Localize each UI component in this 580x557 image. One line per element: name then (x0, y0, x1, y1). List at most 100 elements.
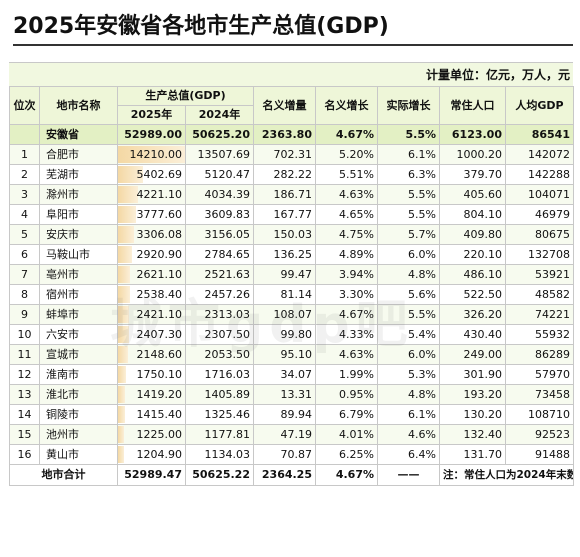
city-cell: 铜陵市 (39, 404, 118, 425)
per-capita-cell: 53921 (505, 264, 574, 285)
gdp-bar (118, 226, 134, 243)
real-growth-cell: 4.8% (377, 384, 440, 405)
city-cell: 亳州市 (39, 264, 118, 285)
province-population: 6123.00 (439, 124, 506, 145)
province-name: 安徽省 (39, 124, 118, 145)
gdp-2025-value: 2621.10 (136, 268, 183, 281)
population-cell: 131.70 (439, 444, 506, 465)
table-row: 10 六安市 2407.30 2307.50 99.80 4.33% 5.4% 430.40 5… (9, 324, 574, 345)
city-cell: 芜湖市 (39, 164, 118, 185)
unit-note: 计量单位：亿元，万人，元 (425, 68, 570, 82)
real-growth-cell: 6.0% (377, 344, 440, 365)
gdp-2025-cell: 2538.40 (117, 284, 186, 305)
gdp-2025-value: 1225.00 (136, 428, 183, 441)
gdp-2025-cell: 1419.20 (117, 384, 186, 405)
real-growth-cell: 6.3% (377, 164, 440, 185)
per-capita-cell: 108710 (505, 404, 574, 425)
nominal-increase-cell: 34.07 (253, 364, 316, 385)
gdp-2025-cell: 1204.90 (117, 444, 186, 465)
rank-cell: 3 (9, 184, 40, 205)
gdp-2025-cell: 4221.10 (117, 184, 186, 205)
total-row: 地市合计 52989.47 50625.22 2364.25 4.67% —— … (9, 464, 574, 486)
real-growth-cell: 4.8% (377, 264, 440, 285)
city-cell: 淮北市 (39, 384, 118, 405)
gdp-bar (118, 266, 131, 283)
gdp-2025-cell: 1225.00 (117, 424, 186, 445)
population-cell: 430.40 (439, 324, 506, 345)
per-capita-cell: 46979 (505, 204, 574, 225)
gdp-2025-value: 2421.10 (136, 308, 183, 321)
header-nominal-growth: 名义增长 (315, 86, 378, 125)
table-row: 12 淮南市 1750.10 1716.03 34.07 1.99% 5.3% 301.90 5… (9, 364, 574, 385)
per-capita-cell: 92523 (505, 424, 574, 445)
population-cell: 193.20 (439, 384, 506, 405)
real-growth-cell: 6.0% (377, 244, 440, 265)
gdp-2024-cell: 13507.69 (185, 144, 254, 165)
per-capita-cell: 80675 (505, 224, 574, 245)
gdp-2025-value: 5402.69 (136, 168, 183, 181)
city-cell: 淮南市 (39, 364, 118, 385)
nominal-growth-cell: 5.51% (315, 164, 378, 185)
rank-cell: 14 (9, 404, 40, 425)
table-row: 2 芜湖市 5402.69 5120.47 282.22 5.51% 6.3% 379.70 1… (9, 164, 574, 185)
province-nominal-increase: 2363.80 (253, 124, 316, 145)
gdp-bar (118, 326, 130, 343)
nominal-growth-cell: 4.67% (315, 304, 378, 325)
gdp-bar (118, 386, 125, 403)
rank-cell: 4 (9, 204, 40, 225)
gdp-2025-value: 3777.60 (136, 208, 183, 221)
header-gdp-group: 生产总值(GDP) (117, 86, 254, 106)
city-cell: 池州市 (39, 424, 118, 445)
per-capita-cell: 91488 (505, 444, 574, 465)
real-growth-cell: 5.5% (377, 204, 440, 225)
gdp-bar (118, 186, 138, 203)
header-rank: 位次 (9, 86, 40, 125)
header-gdp-2025: 2025年 (117, 105, 186, 125)
rank-cell: 9 (9, 304, 40, 325)
gdp-2025-cell: 2621.10 (117, 264, 186, 285)
nominal-increase-cell: 89.94 (253, 404, 316, 425)
city-cell: 六安市 (39, 324, 118, 345)
nominal-growth-cell: 6.25% (315, 444, 378, 465)
gdp-2024-cell: 1177.81 (185, 424, 254, 445)
header-per-capita: 人均GDP (505, 86, 574, 125)
nominal-increase-cell: 108.07 (253, 304, 316, 325)
nominal-growth-cell: 4.01% (315, 424, 378, 445)
city-cell: 马鞍山市 (39, 244, 118, 265)
total-nominal-increase: 2364.25 (253, 464, 316, 486)
population-cell: 522.50 (439, 284, 506, 305)
population-cell: 220.10 (439, 244, 506, 265)
real-growth-cell: 5.5% (377, 304, 440, 325)
gdp-bar (118, 146, 185, 163)
table-row: 16 黄山市 1204.90 1134.03 70.87 6.25% 6.4% 131.70 9… (9, 444, 574, 465)
gdp-2024-cell: 2307.50 (185, 324, 254, 345)
gdp-2025-cell: 2920.90 (117, 244, 186, 265)
real-growth-cell: 6.1% (377, 144, 440, 165)
population-cell: 130.20 (439, 404, 506, 425)
city-cell: 黄山市 (39, 444, 118, 465)
gdp-2025-cell: 14210.00 (117, 144, 186, 165)
city-cell: 安庆市 (39, 224, 118, 245)
page-title: 2025年安徽省各地市生产总值(GDP) (13, 8, 573, 46)
city-cell: 阜阳市 (39, 204, 118, 225)
rank-cell: 15 (9, 424, 40, 445)
gdp-2024-cell: 1405.89 (185, 384, 254, 405)
gdp-2024-cell: 4034.39 (185, 184, 254, 205)
rank-cell: 5 (9, 224, 40, 245)
rank-cell: 8 (9, 284, 40, 305)
gdp-bar (118, 286, 130, 303)
population-cell: 379.70 (439, 164, 506, 185)
gdp-2025-cell: 2148.60 (117, 344, 186, 365)
nominal-growth-cell: 6.79% (315, 404, 378, 425)
gdp-bar (118, 246, 132, 263)
real-growth-cell: 5.3% (377, 364, 440, 385)
nominal-increase-cell: 150.03 (253, 224, 316, 245)
rank-cell: 12 (9, 364, 40, 385)
gdp-bar (118, 426, 124, 443)
gdp-2025-cell: 2421.10 (117, 304, 186, 325)
gdp-2025-value: 3306.08 (136, 228, 183, 241)
gdp-2025-value: 1750.10 (136, 368, 183, 381)
population-cell: 1000.20 (439, 144, 506, 165)
population-cell: 405.60 (439, 184, 506, 205)
nominal-growth-cell: 4.65% (315, 204, 378, 225)
